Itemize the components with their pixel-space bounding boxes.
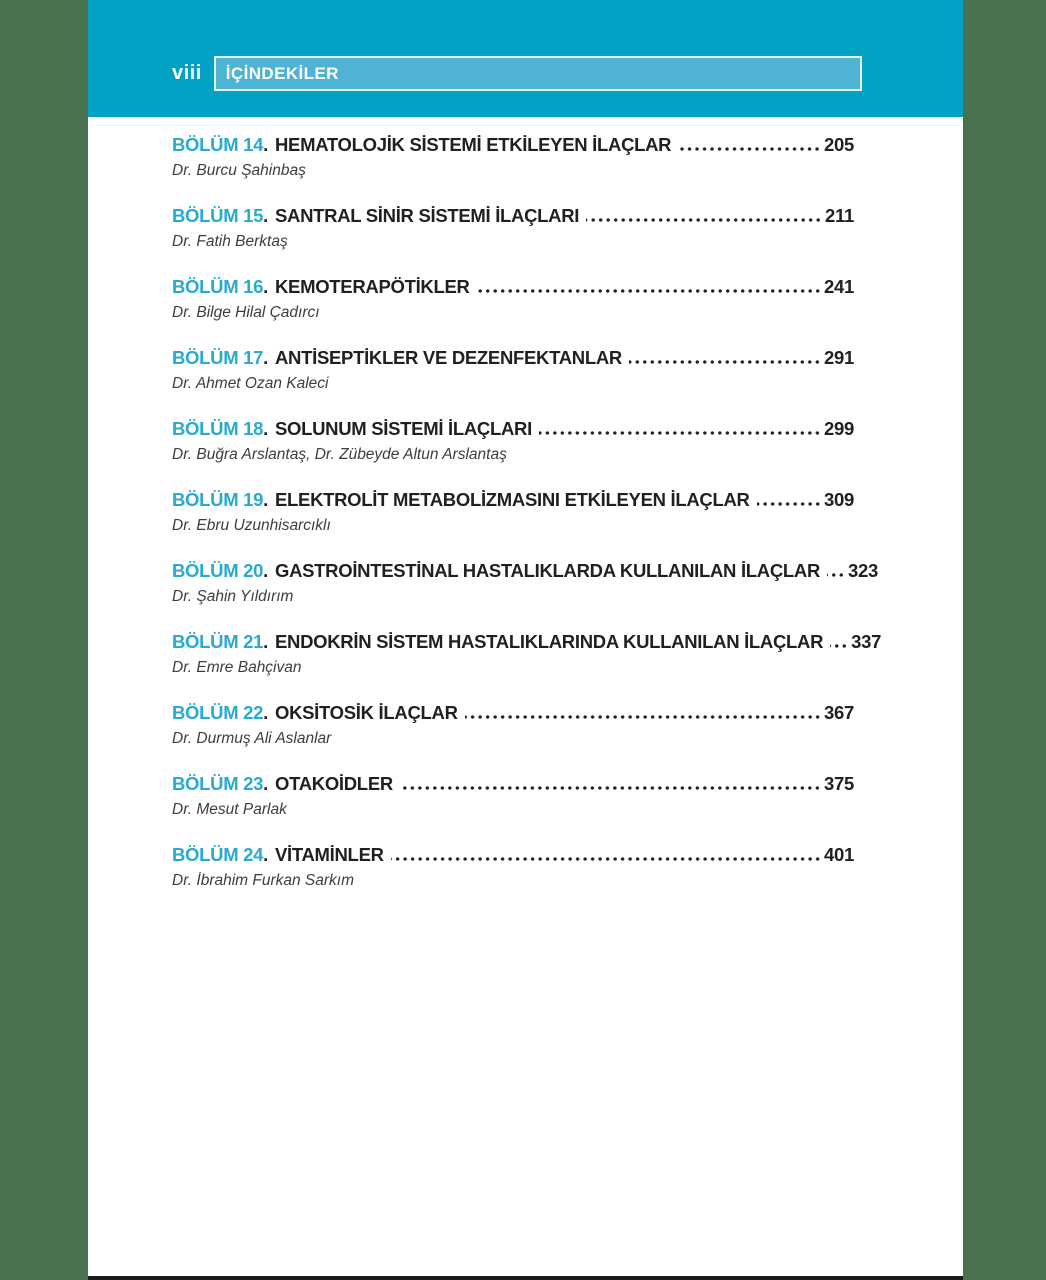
chapter-title: GASTROİNTESTİNAL HASTALIKLARDA KULLANILA… [274, 560, 821, 581]
chapter-authors: Dr. Ahmet Ozan Kaleci [172, 375, 329, 392]
chapter-number-label: BÖLÜM 23 [172, 773, 264, 794]
chapter-authors: Dr. Ebru Uzunhisarcıklı [172, 517, 331, 534]
toc-entry: BÖLÜM 16. KEMOTERAPÖTİKLER 241 Dr. Bilge… [172, 276, 854, 323]
header-title-box: İÇİNDEKİLER [213, 56, 862, 91]
chapter-number-label: BÖLÜM 15 [172, 205, 264, 226]
chapter-authors: Dr. Fatih Berktaş [172, 233, 288, 250]
chapter-title: VİTAMİNLER [274, 844, 384, 865]
chapter-title: ELEKTROLİT METABOLİZMASINI ETKİLEYEN İLA… [274, 489, 750, 510]
chapter-page-number: 291 [824, 347, 854, 368]
chapter-separator: . [263, 418, 268, 439]
toc-entry: BÖLÜM 18. SOLUNUM SİSTEMİ İLAÇLARI 299 D… [172, 418, 854, 465]
chapter-separator: . [263, 560, 268, 581]
toc-entry-title-row: BÖLÜM 18. SOLUNUM SİSTEMİ İLAÇLARI 299 [172, 418, 854, 440]
chapter-title: OKSİTOSİK İLAÇLAR [274, 702, 458, 723]
chapter-authors: Dr. Bilge Hilal Çadırcı [172, 304, 320, 321]
page-folio: viii [172, 62, 202, 84]
chapter-authors: Dr. Burcu Şahinbaş [172, 162, 306, 179]
toc-entry: BÖLÜM 24. VİTAMİNLER 401 Dr. İbrahim Fur… [172, 844, 854, 891]
toc-entry-title-row: BÖLÜM 21. ENDOKRİN SİSTEM HASTALIKLARIND… [172, 631, 881, 653]
chapter-page-number: 375 [824, 773, 854, 794]
chapter-number-label: BÖLÜM 17 [172, 347, 264, 368]
toc-entry-title-row: BÖLÜM 16. KEMOTERAPÖTİKLER 241 [172, 276, 854, 298]
toc-entry: BÖLÜM 17. ANTİSEPTİKLER VE DEZENFEKTANLA… [172, 347, 854, 394]
chapter-number-label: BÖLÜM 14 [172, 134, 264, 155]
chapter-number-label: BÖLÜM 20 [172, 560, 264, 581]
toc-entry: BÖLÜM 19. ELEKTROLİT METABOLİZMASINI ETK… [172, 489, 854, 536]
chapter-title: HEMATOLOJİK SİSTEMİ ETKİLEYEN İLAÇLAR [274, 134, 672, 155]
chapter-authors: Dr. İbrahim Furkan Sarkım [172, 872, 355, 889]
toc-entry-title-row: BÖLÜM 14. HEMATOLOJİK SİSTEMİ ETKİLEYEN … [172, 134, 854, 156]
chapter-number-label: BÖLÜM 21 [172, 631, 264, 652]
dotted-leader [586, 218, 823, 222]
chapter-page-number: 337 [851, 631, 882, 652]
chapter-number-label: BÖLÜM 18 [172, 418, 264, 439]
toc-entry-title-row: BÖLÜM 19. ELEKTROLİT METABOLİZMASINI ETK… [172, 489, 854, 511]
dotted-leader [629, 360, 822, 364]
chapter-authors: Dr. Buğra Arslantaş, Dr. Zübeyde Altun A… [172, 446, 507, 463]
dotted-leader [476, 289, 822, 293]
page-title: İÇİNDEKİLER [225, 63, 339, 83]
chapter-page-number: 309 [824, 489, 854, 510]
chapter-number-label: BÖLÜM 19 [172, 489, 264, 510]
chapter-title: ANTİSEPTİKLER VE DEZENFEKTANLAR [274, 347, 622, 368]
chapter-separator: . [263, 844, 268, 865]
dotted-leader [399, 786, 822, 790]
chapter-title: SOLUNUM SİSTEMİ İLAÇLARI [274, 418, 532, 439]
dotted-leader [830, 644, 849, 648]
chapter-number-label: BÖLÜM 24 [172, 844, 264, 865]
chapter-separator: . [263, 773, 268, 794]
toc-entry: BÖLÜM 23. OTAKOİDLER 375 Dr. Mesut Parla… [172, 773, 854, 820]
chapter-authors: Dr. Durmuş Ali Aslanlar [172, 730, 332, 747]
toc-entry: BÖLÜM 14. HEMATOLOJİK SİSTEMİ ETKİLEYEN … [172, 134, 854, 181]
dotted-leader [827, 573, 846, 577]
chapter-separator: . [263, 347, 268, 368]
dotted-leader [538, 431, 822, 435]
toc-entry-title-row: BÖLÜM 23. OTAKOİDLER 375 [172, 773, 854, 795]
table-of-contents: BÖLÜM 14. HEMATOLOJİK SİSTEMİ ETKİLEYEN … [88, 117, 963, 891]
chapter-page-number: 211 [825, 205, 854, 226]
chapter-authors: Dr. Emre Bahçivan [172, 659, 302, 676]
dotted-leader [678, 147, 822, 151]
chapter-page-number: 401 [824, 844, 854, 865]
header-row: viii İÇİNDEKİLER [172, 56, 862, 91]
chapter-separator: . [263, 205, 268, 226]
chapter-separator: . [263, 489, 268, 510]
chapter-page-number: 241 [824, 276, 854, 297]
toc-entry-title-row: BÖLÜM 22. OKSİTOSİK İLAÇLAR 367 [172, 702, 854, 724]
toc-entry-title-row: BÖLÜM 20. GASTROİNTESTİNAL HASTALIKLARDA… [172, 560, 878, 582]
chapter-title: KEMOTERAPÖTİKLER [274, 276, 470, 297]
toc-entry: BÖLÜM 15. SANTRAL SİNİR SİSTEMİ İLAÇLARI… [172, 205, 854, 252]
chapter-separator: . [263, 134, 268, 155]
chapter-number-label: BÖLÜM 16 [172, 276, 264, 297]
toc-entry: BÖLÜM 20. GASTROİNTESTİNAL HASTALIKLARDA… [172, 560, 878, 607]
toc-entry-title-row: BÖLÜM 15. SANTRAL SİNİR SİSTEMİ İLAÇLARI… [172, 205, 854, 227]
chapter-authors: Dr. Şahin Yıldırım [172, 588, 294, 605]
toc-entry-title-row: BÖLÜM 24. VİTAMİNLER 401 [172, 844, 854, 866]
toc-entry: BÖLÜM 22. OKSİTOSİK İLAÇLAR 367 Dr. Durm… [172, 702, 854, 749]
chapter-separator: . [263, 631, 268, 652]
chapter-number-label: BÖLÜM 22 [172, 702, 264, 723]
chapter-page-number: 205 [824, 134, 854, 155]
chapter-page-number: 299 [824, 418, 854, 439]
page-header-band: viii İÇİNDEKİLER [88, 0, 963, 117]
page-bottom-edge [88, 1276, 963, 1280]
chapter-separator: . [263, 702, 268, 723]
chapter-separator: . [263, 276, 268, 297]
dotted-leader [464, 715, 822, 719]
chapter-authors: Dr. Mesut Parlak [172, 801, 287, 818]
dotted-leader [390, 857, 822, 861]
chapter-title: ENDOKRİN SİSTEM HASTALIKLARINDA KULLANIL… [274, 631, 824, 652]
chapter-page-number: 323 [848, 560, 879, 581]
toc-entry: BÖLÜM 21. ENDOKRİN SİSTEM HASTALIKLARIND… [172, 631, 881, 678]
dotted-leader [756, 502, 822, 506]
book-page: viii İÇİNDEKİLER BÖLÜM 14. HEMATOLOJİK S… [88, 0, 963, 1280]
chapter-page-number: 367 [824, 702, 854, 723]
toc-entry-title-row: BÖLÜM 17. ANTİSEPTİKLER VE DEZENFEKTANLA… [172, 347, 854, 369]
chapter-title: SANTRAL SİNİR SİSTEMİ İLAÇLARI [274, 205, 580, 226]
chapter-title: OTAKOİDLER [274, 773, 393, 794]
